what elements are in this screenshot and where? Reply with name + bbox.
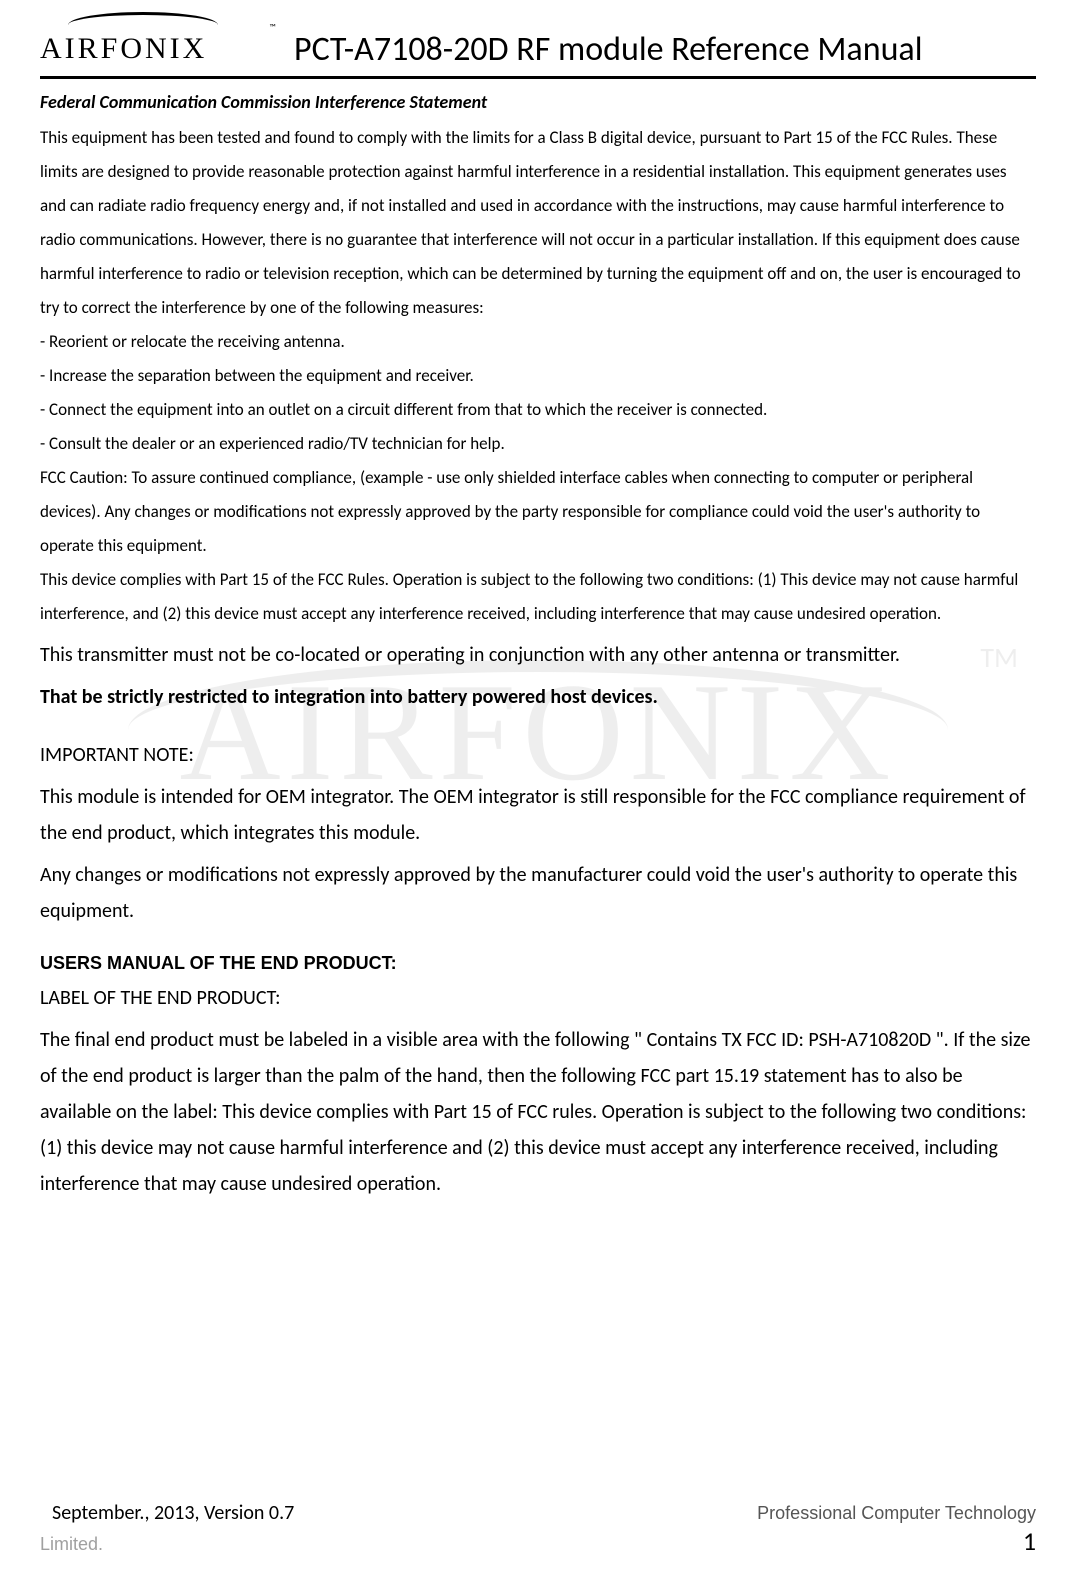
footer-limited: Limited. bbox=[40, 1534, 103, 1555]
page: AIRFONIX TM AIRFONIX ™ PCT-A7108-20D RF … bbox=[0, 0, 1076, 1577]
logo-text: AIRFONIX bbox=[40, 32, 207, 66]
footer-page-number: 1 bbox=[1023, 1525, 1036, 1557]
header: AIRFONIX ™ PCT-A7108-20D RF module Refer… bbox=[40, 20, 1036, 79]
restricted-note: That be strictly restricted to integrati… bbox=[40, 679, 1036, 715]
users-manual-heading: USERS MANUAL OF THE END PRODUCT: bbox=[40, 953, 1036, 974]
fcc-caution: FCC Caution: To assure continued complia… bbox=[40, 461, 1036, 563]
label-para: The final end product must be labeled in… bbox=[40, 1022, 1036, 1202]
logo: AIRFONIX ™ bbox=[40, 20, 270, 72]
footer-version: September., 2013, Version 0.7 bbox=[40, 1501, 294, 1525]
colocate-note: This transmitter must not be co-located … bbox=[40, 637, 1036, 673]
label-heading: LABEL OF THE END PRODUCT: bbox=[40, 980, 1036, 1016]
fcc-para1: This equipment has been tested and found… bbox=[40, 121, 1036, 325]
fcc-bullet-4: - Consult the dealer or an experienced r… bbox=[40, 427, 1036, 461]
fcc-bullet-1: - Reorient or relocate the receiving ant… bbox=[40, 325, 1036, 359]
fcc-bullet-3: - Connect the equipment into an outlet o… bbox=[40, 393, 1036, 427]
fcc-bullet-2: - Increase the separation between the eq… bbox=[40, 359, 1036, 393]
page-title: PCT-A7108-20D RF module Reference Manual bbox=[294, 29, 1036, 72]
content: Federal Communication Commission Interfe… bbox=[40, 91, 1036, 1202]
footer: September., 2013, Version 0.7 Profession… bbox=[0, 1501, 1076, 1557]
fcc-part15: This device complies with Part 15 of the… bbox=[40, 563, 1036, 631]
important-label: IMPORTANT NOTE: bbox=[40, 737, 1036, 773]
important-para2: Any changes or modifications not express… bbox=[40, 857, 1036, 929]
footer-company: Professional Computer Technology bbox=[757, 1503, 1036, 1524]
logo-tm: ™ bbox=[270, 22, 276, 33]
fcc-heading: Federal Communication Commission Interfe… bbox=[40, 91, 1036, 113]
important-para1: This module is intended for OEM integrat… bbox=[40, 779, 1036, 851]
